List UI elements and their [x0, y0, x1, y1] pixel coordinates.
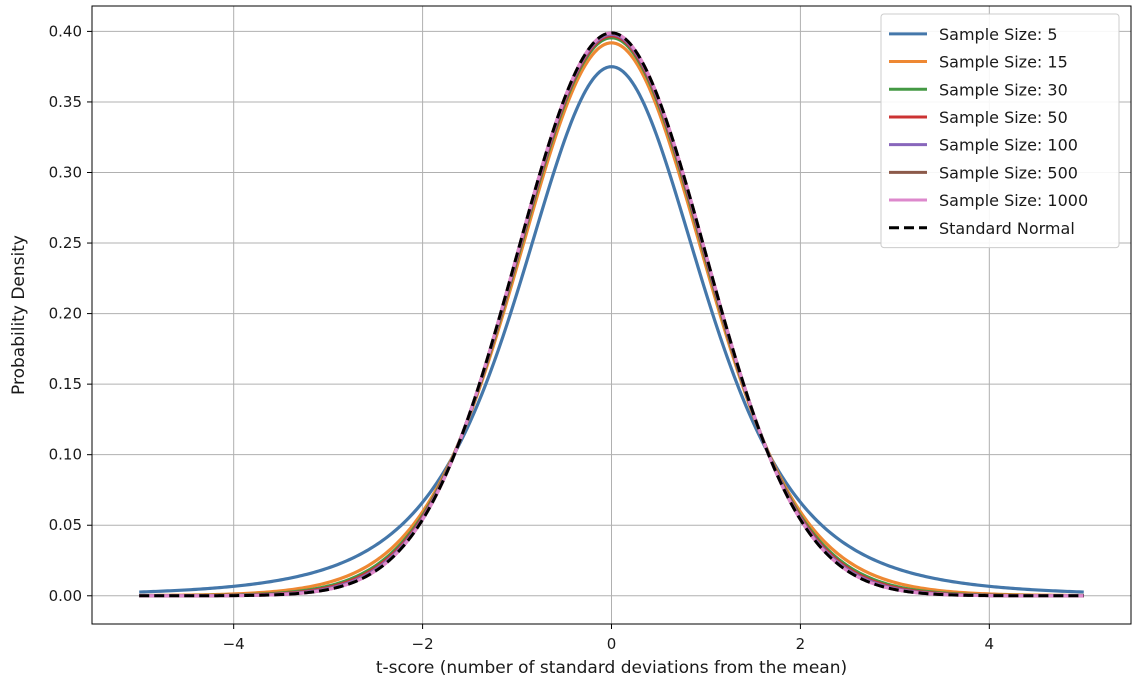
legend: Sample Size: 5 Sample Size: 15 Sample Size… [880, 13, 1120, 249]
plot-area [139, 31, 1084, 598]
series-line-standard-normal [139, 31, 1084, 598]
y-tick-label: 0.20 [49, 305, 82, 323]
y-tick-label: 0.05 [49, 516, 82, 534]
y-tick-label: 0.30 [49, 163, 82, 181]
x-tick-label: 4 [985, 635, 995, 653]
x-axis-ticks: −4 −2 0 2 4 [223, 624, 994, 653]
legend-label: Sample Size: 100 [939, 136, 1078, 155]
legend-label: Standard Normal [939, 219, 1075, 238]
x-tick-label: −2 [412, 635, 434, 653]
series-line-sample-size-15 [139, 41, 1084, 598]
y-tick-label: 0.40 [49, 22, 82, 40]
legend-label: Sample Size: 30 [939, 80, 1068, 99]
series-line-sample-size-5 [139, 65, 1084, 594]
y-axis-label: Probability Density [9, 235, 29, 395]
x-tick-label: 0 [607, 635, 617, 653]
legend-label: Sample Size: 500 [939, 163, 1078, 182]
y-tick-label: 0.25 [49, 234, 82, 252]
x-tick-label: 2 [796, 635, 806, 653]
y-tick-label: 0.15 [49, 375, 82, 393]
y-tick-label: 0.10 [49, 446, 82, 464]
x-tick-label: −4 [223, 635, 245, 653]
legend-label: Sample Size: 1000 [939, 191, 1088, 210]
y-tick-label: 0.00 [49, 587, 82, 605]
legend-label: Sample Size: 50 [939, 108, 1068, 127]
y-axis-ticks: 0.00 0.05 0.10 0.15 0.20 0.25 0.30 0.35 0.40 [49, 22, 92, 605]
y-tick-label: 0.35 [49, 93, 82, 111]
x-axis-label: t-score (number of standard deviations f… [376, 658, 847, 678]
legend-label: Sample Size: 15 [939, 53, 1068, 72]
legend-box [880, 13, 1120, 249]
legend-label: Sample Size: 5 [939, 25, 1058, 44]
